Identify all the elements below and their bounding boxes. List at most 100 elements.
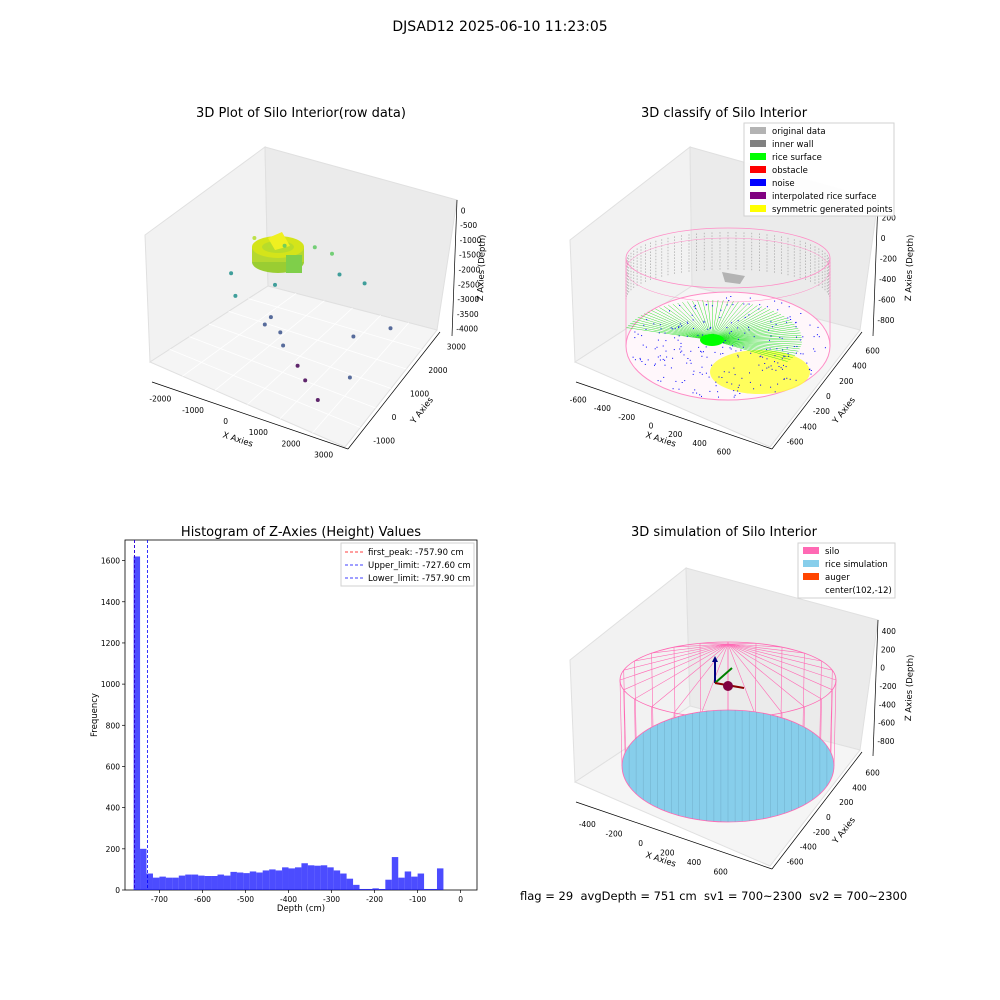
sim-legend-label-0: silo	[825, 547, 839, 557]
panel2-z-tick-0: 200	[882, 213, 897, 222]
histogram-bar	[333, 870, 341, 890]
panel2-y-tick-5: 400	[852, 362, 867, 371]
panel2-original-data-cluster	[722, 272, 745, 284]
panel2-z-ticks: 200 0 -200 -400 -600 -800	[877, 213, 897, 325]
panel1-scatter-point	[295, 363, 300, 368]
panel3-y-ticks: 0 200 400 600 800 1000 1200 1400 1600	[101, 557, 125, 895]
histogram-bar	[430, 888, 437, 890]
panel3-y-tick-4: 800	[106, 721, 121, 730]
panel3-x-tick-6: -100	[409, 895, 426, 904]
panel-histogram: Histogram of Z-Axies (Height) Values -70…	[90, 525, 478, 914]
panel1-z-tick-2: -1000	[460, 236, 482, 245]
panel3-x-tick-0: -700	[151, 895, 168, 904]
panel3-y-tick-6: 1200	[101, 639, 120, 648]
histogram-bar	[223, 875, 231, 890]
panel3-x-tick-2: -500	[237, 895, 254, 904]
status-line: flag = 29 avgDepth = 751 cm sv1 = 700~23…	[520, 889, 908, 903]
legend-swatch-4	[750, 179, 766, 186]
legend-label-4: noise	[772, 179, 795, 189]
panel1-scatter-point	[312, 245, 317, 250]
panel3-y-tick-2: 400	[106, 804, 121, 813]
panel4-z-tick-6: -800	[877, 737, 894, 746]
panel1-y-tick-2: 1000	[410, 390, 429, 399]
panel2-y-label: Y Axies	[830, 395, 858, 427]
panel4-z-tick-2: 0	[880, 664, 885, 673]
panel2-y-ticks: -600 -400 -200 0 200 400 600	[787, 347, 880, 447]
histogram-bar	[165, 877, 173, 890]
panel4-y-tick-1: -400	[800, 843, 817, 852]
panel1-x-tick-5: 3000	[314, 450, 333, 459]
panel3-y-tick-5: 1000	[101, 680, 120, 689]
panel1-scatter-point	[229, 271, 234, 276]
histogram-bar	[307, 865, 315, 890]
panel4-y-tick-2: -200	[813, 828, 830, 837]
panel4-x-tick-0: -400	[579, 820, 596, 829]
panel1-scatter-point	[362, 281, 367, 286]
panel3-title: Histogram of Z-Axies (Height) Values	[181, 525, 421, 540]
panel2-legend: original data inner wall rice surface obsta…	[743, 122, 895, 217]
panel1-x-axis	[151, 381, 349, 450]
panel2-z-tick-1: 0	[881, 234, 886, 243]
panel4-z-tick-3: -200	[880, 682, 897, 691]
panel3-bars	[133, 556, 444, 890]
panel2-x-tick-1: -400	[594, 404, 611, 413]
histogram-bar	[262, 870, 270, 890]
panel2-z-tick-2: -200	[880, 254, 897, 263]
histogram-bar	[436, 868, 444, 890]
panel1-scatter-point	[268, 315, 273, 320]
panel2-x-axis	[575, 381, 773, 450]
sim-legend-swatch-2	[803, 573, 819, 580]
panel1-y-ticks: -1000 0 1000 2000 3000	[373, 343, 466, 446]
panel2-z-tick-5: -800	[877, 316, 894, 325]
panel2-title: 3D classify of Silo Interior	[641, 106, 808, 121]
legend-swatch-6	[750, 205, 766, 212]
panel1-z-axis	[451, 199, 458, 337]
panel3-vertical-lines	[134, 540, 148, 890]
panel2-y-tick-1: -400	[800, 422, 817, 431]
panel2-y-tick-3: 0	[826, 392, 831, 401]
histogram-bar	[152, 877, 160, 890]
legend-swatch-5	[750, 192, 766, 199]
histogram-bar	[353, 884, 360, 890]
panel4-y-label: Y Axies	[830, 815, 858, 847]
panel2-noise-points	[632, 296, 826, 398]
panel-classify-3d: 3D classify of Silo Interior -600 -400 -20…	[569, 106, 916, 457]
sim-legend-label-3: center(102,-12)	[825, 586, 892, 596]
panel4-y-tick-3: 0	[826, 813, 831, 822]
histogram-bar	[378, 888, 386, 890]
panel4-z-tick-5: -600	[878, 719, 895, 728]
panel-simulation-3d: 3D simulation of Silo Interior -400 -200 0…	[569, 525, 916, 877]
panel1-z-ticks: 0 -500 -1000 -1500 -2000 -2500 -3000 -3500 -4000	[456, 206, 481, 333]
panel2-x-tick-3: 0	[649, 422, 654, 431]
panel3-legend: first_peak: -757.90 cm Upper_limit: -727.…	[340, 542, 475, 587]
histogram-bar	[178, 875, 186, 890]
panel3-y-label: Frequency	[90, 693, 100, 737]
histogram-bar	[320, 865, 328, 890]
panel1-x-ticks: -2000 -1000 0 1000 2000 3000	[149, 395, 333, 460]
panel4-x-tick-5: 600	[714, 867, 729, 876]
panel1-title: 3D Plot of Silo Interior(row data)	[196, 106, 406, 121]
panel1-y-tick-4: 3000	[447, 343, 466, 352]
panel1-x-tick-2: 0	[223, 417, 228, 426]
panel1-scatter-point	[252, 236, 257, 240]
panel4-x-ticks: -400 -200 0 200 400 600	[579, 820, 728, 877]
panel1-z-tick-7: -3500	[457, 310, 479, 319]
histogram-bar	[269, 869, 276, 890]
panel1-scatter-point	[233, 293, 238, 298]
panel2-z-axis	[872, 199, 879, 337]
histogram-bar	[294, 867, 302, 890]
panel1-y-tick-3: 2000	[428, 366, 447, 375]
histogram-bar	[185, 874, 192, 890]
panel4-x-tick-1: -200	[605, 829, 622, 838]
sim-legend-swatch-0	[803, 547, 819, 554]
panel1-ring-cluster	[252, 232, 304, 273]
panel4-x-tick-3: 200	[660, 848, 675, 857]
panel1-scatter-point	[351, 334, 356, 339]
panel4-x-tick-2: 0	[638, 839, 643, 848]
panel1-z-tick-8: -4000	[456, 325, 478, 334]
panel1-z-tick-5: -2500	[458, 280, 480, 289]
histogram-bar	[256, 872, 263, 890]
panel1-scatter-point	[262, 322, 267, 327]
panel1-z-tick-6: -3000	[457, 295, 479, 304]
histogram-bar	[417, 873, 425, 890]
